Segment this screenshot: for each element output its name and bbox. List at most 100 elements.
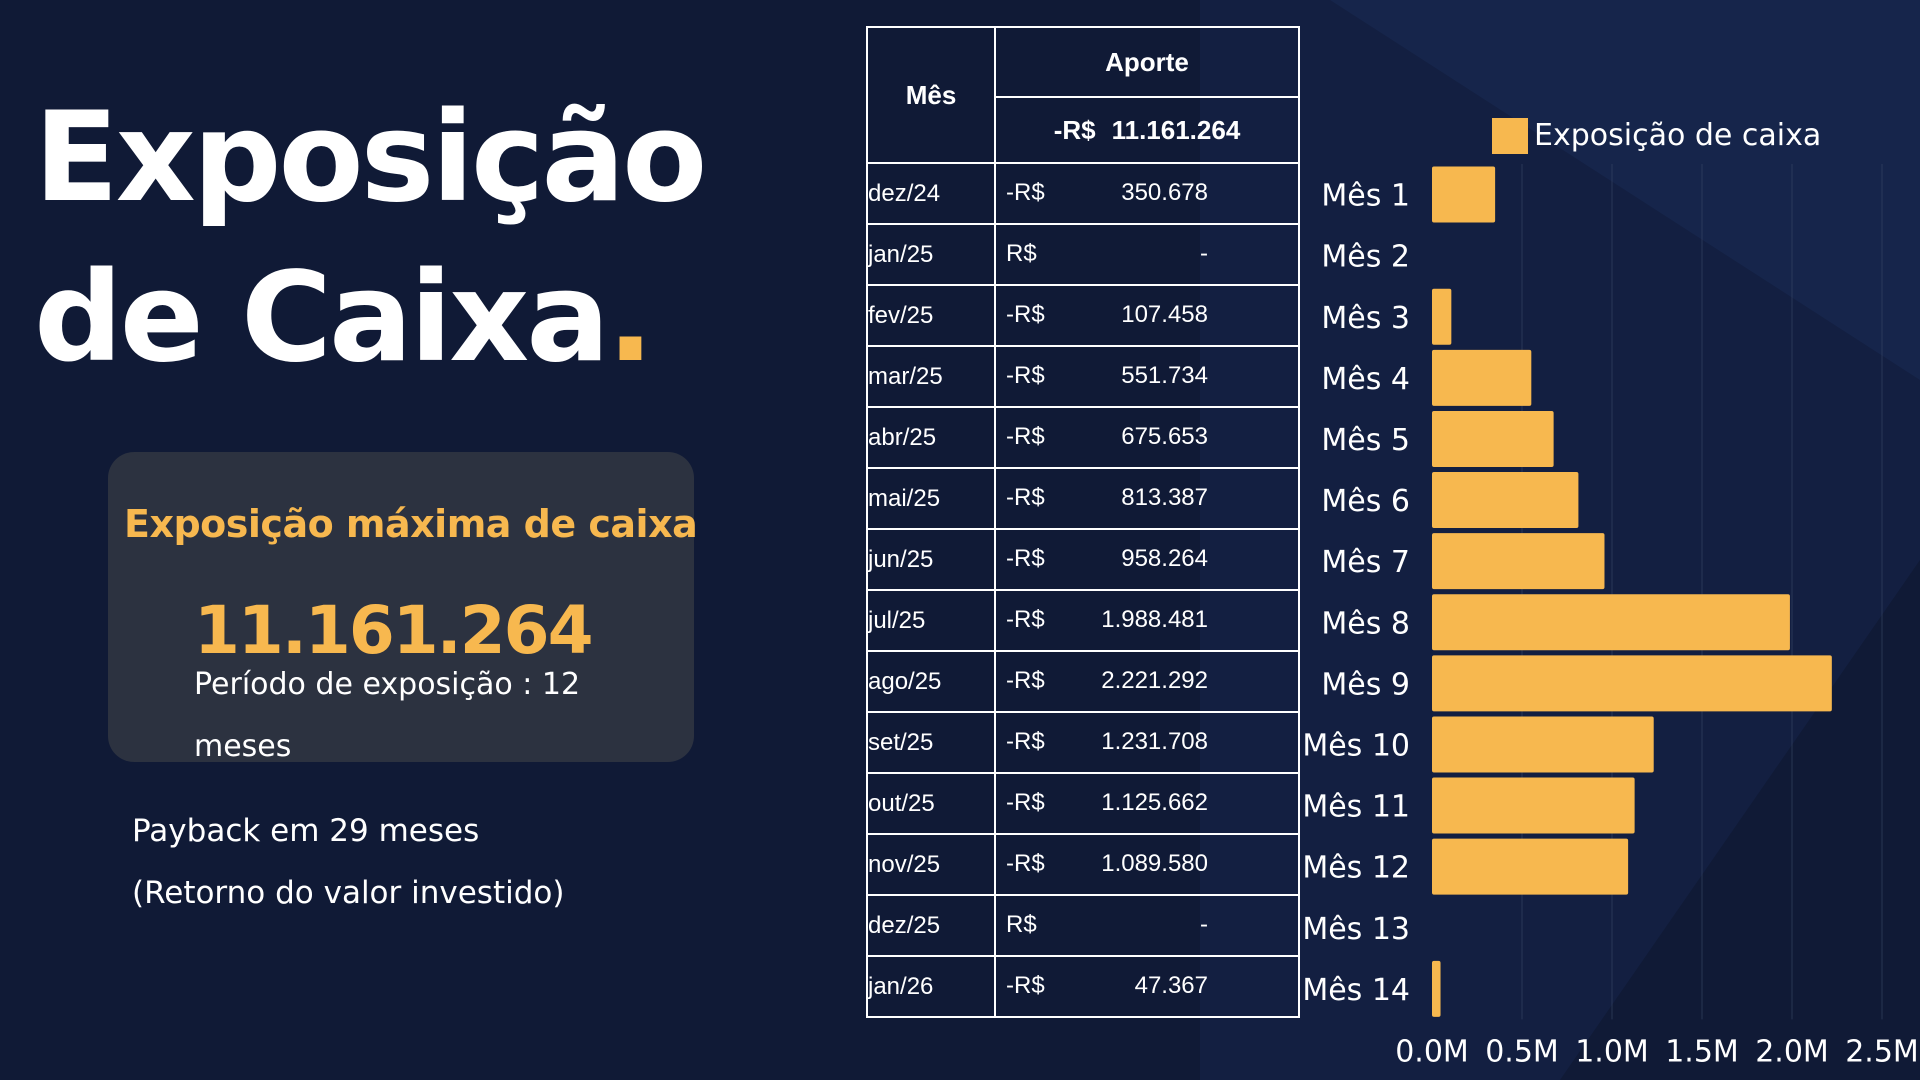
contribution-amount: 675.653 [1121, 423, 1208, 450]
contribution-cell: -R$ 2.221.292 [994, 650, 1300, 713]
contribution-amount: 813.387 [1121, 484, 1208, 511]
bar [1432, 716, 1654, 773]
month-cell: abr/25 [866, 406, 996, 469]
contribution-cell: -R$ 958.264 [994, 528, 1300, 591]
contribution-table: Mês Aporte -R$ 11.161.264 dez/24 -R$ 350.67… [866, 26, 1300, 1018]
total-value: 11.161.264 [1111, 114, 1241, 145]
currency-label: -R$ [1006, 728, 1045, 755]
month-cell: out/25 [866, 772, 996, 835]
contribution-cell: -R$ 47.367 [994, 955, 1300, 1018]
bar [1432, 410, 1554, 467]
currency-label: -R$ [1006, 423, 1045, 450]
contribution-amount: - [1200, 911, 1208, 938]
currency-label: -R$ [1006, 362, 1045, 389]
page-title: Exposição de Caixa. [34, 78, 794, 398]
currency-label: -R$ [1006, 484, 1045, 511]
bar [1432, 960, 1441, 1017]
contribution-cell: R$ - [994, 894, 1300, 957]
table-row: jan/25 R$ - [866, 223, 1300, 286]
month-cell: jul/25 [866, 589, 996, 652]
exposure-period-text: Período de exposição : 12 meses [194, 667, 581, 764]
payback-line: Payback em 29 meses [132, 813, 480, 849]
contribution-amount: 107.458 [1121, 301, 1208, 328]
category-label: Mês 13 [1302, 912, 1410, 947]
bar [1432, 594, 1790, 651]
table-row: set/25 -R$ 1.231.708 [866, 711, 1300, 774]
currency-label: R$ [1006, 240, 1037, 267]
month-cell: mai/25 [866, 467, 996, 530]
table-row: jun/25 -R$ 958.264 [866, 528, 1300, 591]
month-cell: fev/25 [866, 284, 996, 347]
currency-label: -R$ [1006, 667, 1045, 694]
contribution-cell: -R$ 1.988.481 [994, 589, 1300, 652]
currency-label: -R$ [1006, 789, 1045, 816]
x-tick-label: 2.0M [1755, 1034, 1829, 1069]
category-label: Mês 7 [1321, 545, 1410, 580]
contribution-cell: R$ - [994, 223, 1300, 286]
contribution-amount: 350.678 [1121, 179, 1208, 206]
category-label: Mês 10 [1302, 728, 1410, 763]
month-cell: set/25 [866, 711, 996, 774]
x-tick-label: 1.0M [1575, 1034, 1649, 1069]
table-row: mar/25 -R$ 551.734 [866, 345, 1300, 408]
bar [1432, 838, 1629, 895]
category-label: Mês 11 [1302, 790, 1410, 825]
table-row: out/25 -R$ 1.125.662 [866, 772, 1300, 835]
month-cell: jun/25 [866, 528, 996, 591]
max-exposure-value: 11.161.264 [194, 592, 594, 669]
category-label: Mês 6 [1321, 484, 1410, 519]
category-label: Mês 3 [1321, 301, 1410, 336]
contribution-amount: 1.988.481 [1101, 606, 1208, 633]
contribution-cell: -R$ 1.125.662 [994, 772, 1300, 835]
title-line-1: Exposição [34, 86, 707, 230]
contribution-cell: -R$ 675.653 [994, 406, 1300, 469]
bar [1432, 288, 1452, 345]
category-label: Mês 8 [1321, 606, 1410, 641]
table-row: jan/26 -R$ 47.367 [866, 955, 1300, 1018]
contribution-amount: 958.264 [1121, 545, 1208, 572]
bar [1432, 777, 1635, 834]
header-month: Mês [866, 26, 996, 164]
bar [1432, 655, 1832, 712]
total-currency: -R$ [1053, 114, 1096, 145]
category-label: Mês 4 [1321, 362, 1410, 397]
max-exposure-card: Exposição máxima de caixa 11.161.264 Per… [108, 452, 698, 764]
table-row: mai/25 -R$ 813.387 [866, 467, 1300, 530]
legend-label: Exposição de caixa [1534, 118, 1821, 153]
contribution-cell: -R$ 813.387 [994, 467, 1300, 530]
x-tick-label: 0.5M [1485, 1034, 1559, 1069]
contribution-cell: -R$ 551.734 [994, 345, 1300, 408]
x-tick-label: 0.0M [1395, 1034, 1469, 1069]
table-row: fev/25 -R$ 107.458 [866, 284, 1300, 347]
month-cell: jan/25 [866, 223, 996, 286]
header-contribution: Aporte [994, 26, 1300, 98]
legend-swatch [1492, 118, 1528, 154]
contribution-cell: -R$ 107.458 [994, 284, 1300, 347]
payback-note: (Retorno do valor investido) [132, 875, 565, 911]
contribution-amount: 47.367 [1134, 972, 1208, 999]
x-tick-label: 1.5M [1665, 1034, 1739, 1069]
bar [1432, 472, 1579, 529]
table-row: ago/25 -R$ 2.221.292 [866, 650, 1300, 713]
currency-label: R$ [1006, 911, 1037, 938]
category-label: Mês 1 [1321, 179, 1410, 214]
title-line-2: de Caixa. [34, 238, 794, 398]
currency-label: -R$ [1006, 606, 1045, 633]
title-accent-dot: . [606, 246, 654, 390]
bar [1432, 166, 1496, 223]
category-label: Mês 12 [1302, 851, 1410, 886]
currency-label: -R$ [1006, 179, 1045, 206]
category-label: Mês 5 [1321, 423, 1410, 458]
bar [1432, 349, 1532, 406]
x-tick-label: 2.5M [1845, 1034, 1919, 1069]
currency-label: -R$ [1006, 301, 1045, 328]
contribution-amount: - [1200, 240, 1208, 267]
contribution-cell: -R$ 1.231.708 [994, 711, 1300, 774]
card-heading: Exposição máxima de caixa [124, 502, 698, 546]
exposure-bar-chart: Exposição de caixa Mês 1 Mês 2 Mês 3 Mês 4 Mê… [1302, 118, 1919, 1069]
bar [1432, 533, 1605, 590]
month-cell: ago/25 [866, 650, 996, 713]
currency-label: -R$ [1006, 545, 1045, 572]
month-cell: dez/24 [866, 162, 996, 225]
month-cell: dez/25 [866, 894, 996, 957]
